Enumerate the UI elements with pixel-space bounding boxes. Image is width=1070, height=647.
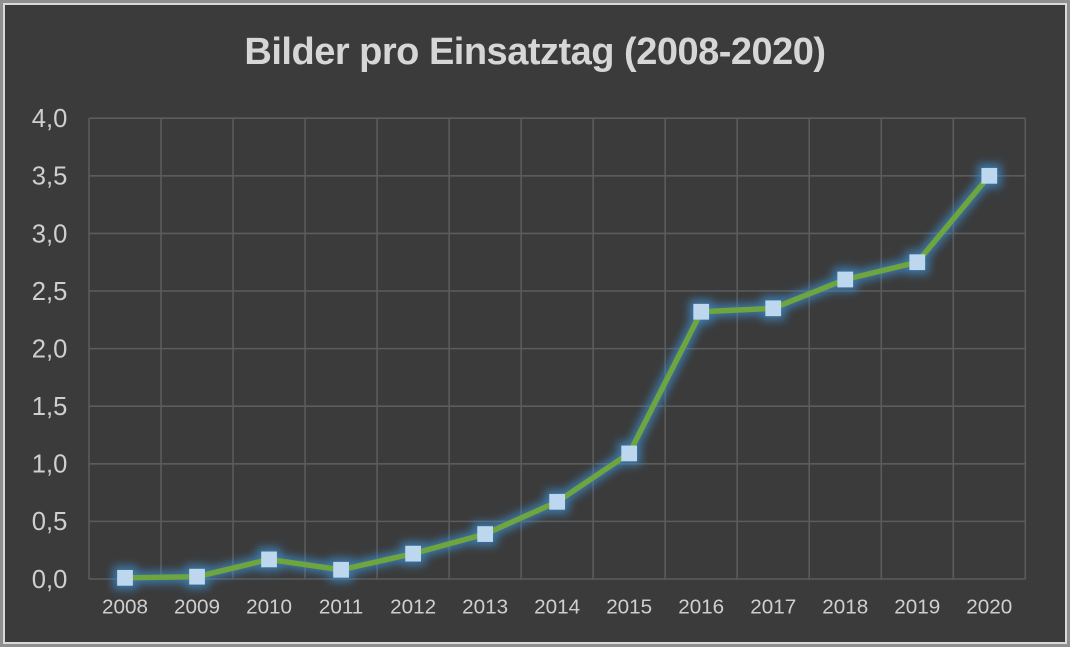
y-tick-label: 2,0 <box>32 335 68 363</box>
series-line <box>122 173 992 581</box>
y-tick-label: 1,0 <box>32 451 68 479</box>
data-point-marker <box>909 254 926 271</box>
x-tick-label: 2015 <box>606 595 652 618</box>
x-tick-label: 2014 <box>534 595 580 618</box>
x-tick-label: 2012 <box>390 595 436 618</box>
data-point-marker <box>837 271 854 288</box>
y-tick-label: 2,5 <box>32 278 68 306</box>
x-tick-label: 2016 <box>678 595 724 618</box>
data-point-marker <box>621 445 638 462</box>
data-line <box>122 173 992 581</box>
data-point-marker <box>693 303 710 320</box>
y-tick-label: 0,5 <box>32 508 68 536</box>
x-tick-label: 2019 <box>894 595 940 618</box>
series-markers <box>117 167 998 586</box>
x-axis-tick-labels: 2008 2009 2010 2011 2012 2013 2014 2015 2016 2017… <box>102 595 1012 618</box>
data-point-marker <box>189 568 205 585</box>
data-point-marker <box>117 569 133 586</box>
gridlines <box>88 117 1027 580</box>
x-tick-label: 2013 <box>462 595 508 618</box>
x-tick-label: 2018 <box>822 595 868 618</box>
chart-area: Bilder pro Einsatztag (2008-2020) 0,0 0,5… <box>5 5 1065 642</box>
data-point-marker <box>477 526 494 542</box>
y-axis-tick-labels: 0,0 0,5 1,0 1,5 2,0 2,5 3,0 3,5 4,0 <box>32 105 68 594</box>
series-glow <box>113 164 1002 590</box>
data-point-marker <box>333 561 349 578</box>
x-tick-label: 2017 <box>750 595 796 618</box>
x-tick-label: 2010 <box>246 595 292 618</box>
data-point-marker <box>765 300 782 317</box>
chart-title: Bilder pro Einsatztag (2008-2020) <box>244 31 826 73</box>
glow-line <box>119 169 996 584</box>
y-tick-label: 3,5 <box>32 163 68 191</box>
line-chart: 0,0 0,5 1,0 1,5 2,0 2,5 3,0 3,5 4,0 2008 2009 2010… <box>32 105 1027 618</box>
x-tick-label: 2009 <box>174 595 220 618</box>
data-point-marker <box>981 167 998 184</box>
data-point-marker <box>261 551 277 568</box>
x-tick-label: 2011 <box>319 595 363 618</box>
y-tick-label: 4,0 <box>32 105 68 133</box>
data-point-marker <box>405 545 421 562</box>
y-tick-label: 3,0 <box>32 220 68 248</box>
x-tick-label: 2020 <box>966 595 1012 618</box>
x-tick-label: 2008 <box>102 595 148 618</box>
data-point-marker <box>549 493 566 510</box>
y-tick-label: 0,0 <box>32 566 68 594</box>
y-tick-label: 1,5 <box>32 393 68 421</box>
